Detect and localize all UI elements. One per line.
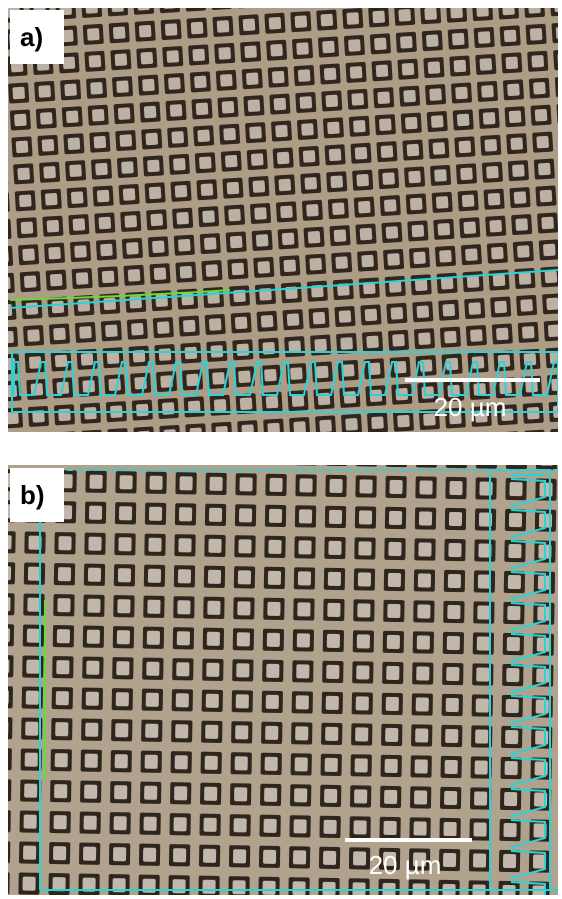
scale-bar-label: 20 µm: [369, 850, 442, 880]
figure: a) 20 µm b) 20 µm: [0, 0, 562, 899]
scale-bar-label: 20 µm: [434, 392, 507, 422]
panel-label: a): [20, 22, 43, 52]
micrograph-b: [8, 465, 558, 899]
panel-label: b): [20, 480, 45, 510]
overlay: [8, 465, 558, 895]
micrograph-a: [8, 8, 562, 432]
page: a) 20 µm b) 20 µm (() => { const data = …: [0, 0, 562, 899]
